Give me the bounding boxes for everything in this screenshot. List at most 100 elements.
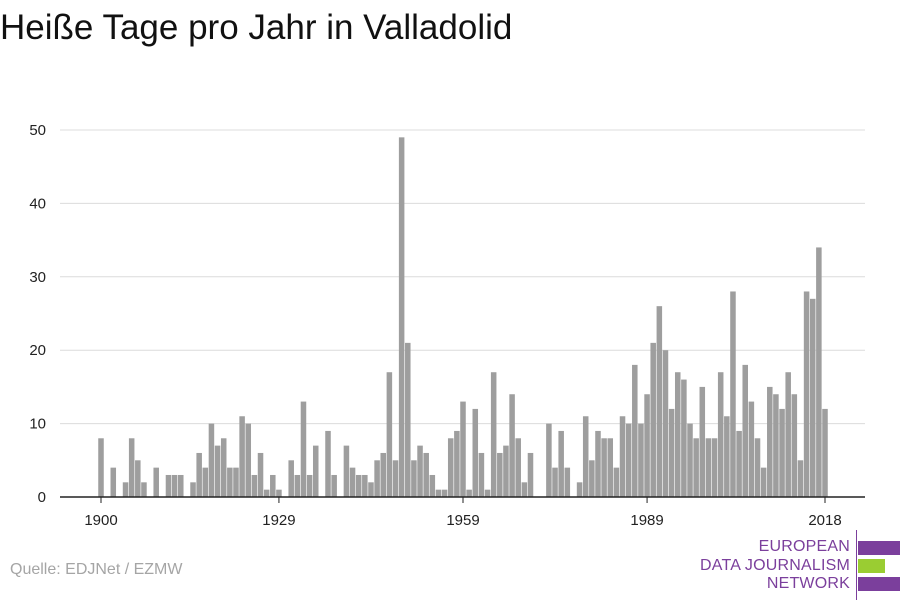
- bar: [239, 416, 245, 497]
- bar: [208, 423, 215, 497]
- bar: [791, 394, 798, 497]
- bar: [558, 430, 564, 497]
- bar: [527, 452, 534, 497]
- bar: [135, 460, 141, 497]
- y-tick-label: 50: [29, 122, 46, 139]
- x-tick-label: 1929: [262, 512, 295, 529]
- bar: [576, 482, 583, 497]
- bar: [214, 445, 221, 497]
- bar: [589, 460, 595, 497]
- bar: [521, 482, 528, 497]
- bar: [398, 137, 405, 497]
- bar: [98, 438, 104, 497]
- y-tick-label: 20: [29, 342, 46, 359]
- bar: [724, 416, 730, 497]
- bar: [503, 445, 509, 497]
- bar: [343, 445, 350, 497]
- bar: [607, 438, 614, 497]
- bar: [380, 452, 386, 497]
- bar: [767, 386, 773, 497]
- y-tick-label: 0: [38, 489, 46, 506]
- bar: [423, 452, 429, 497]
- bar: [233, 467, 239, 497]
- bar: [325, 430, 331, 497]
- bar: [245, 423, 252, 497]
- bar: [619, 416, 626, 497]
- bar: [748, 401, 755, 497]
- bar: [497, 452, 503, 497]
- bar: [165, 474, 172, 497]
- x-axis: 1900 1929 1959 1989 2018: [84, 497, 842, 529]
- bar: [730, 291, 736, 497]
- bar: [417, 445, 423, 497]
- bar: [656, 306, 663, 497]
- bar: [754, 438, 761, 497]
- bar: [110, 467, 117, 497]
- bar: [288, 460, 294, 497]
- bar: [601, 438, 607, 497]
- bar: [736, 430, 742, 497]
- x-tick-label: 1989: [630, 512, 663, 529]
- chart-title: Heiße Tage pro Jahr in Valladolid: [0, 8, 513, 47]
- bar: [674, 372, 681, 497]
- edjnet-logo: EUROPEAN DATA JOURNALISM NETWORK: [700, 530, 900, 600]
- bar: [374, 460, 380, 497]
- bar: [809, 298, 816, 497]
- bar: [220, 438, 227, 497]
- bar: [153, 467, 159, 497]
- bar: [447, 438, 454, 497]
- bar: [178, 474, 184, 497]
- bar: [693, 438, 699, 497]
- bar: [509, 394, 515, 497]
- logo-bar-3: [858, 577, 900, 591]
- bar: [349, 467, 356, 497]
- bar: [472, 408, 479, 497]
- bar: [429, 474, 436, 497]
- bar: [803, 291, 810, 497]
- bar: [368, 482, 374, 497]
- bar: [141, 482, 147, 497]
- logo-separator: [856, 530, 857, 600]
- bar: [773, 394, 779, 497]
- bar: [797, 460, 804, 497]
- bar: [490, 372, 497, 497]
- y-tick-label: 40: [29, 195, 46, 212]
- bar: [435, 489, 442, 497]
- logo-bar-2: [858, 559, 885, 573]
- bar: [466, 489, 472, 497]
- bar: [411, 460, 417, 497]
- bar: [779, 408, 785, 497]
- bar: [662, 350, 669, 497]
- bar: [687, 423, 693, 497]
- bar: [454, 430, 460, 497]
- bar: [227, 467, 233, 497]
- bar: [705, 438, 712, 497]
- bar: [478, 452, 485, 497]
- bar: [392, 460, 399, 497]
- bar: [331, 474, 337, 497]
- bars: [98, 137, 828, 497]
- bar: [312, 445, 319, 497]
- bar: [355, 474, 362, 497]
- x-tick-label: 1900: [84, 512, 117, 529]
- y-axis: 0 10 20 30 40 50: [29, 122, 46, 506]
- bar: [251, 474, 258, 497]
- logo-line-3: NETWORK: [766, 575, 850, 592]
- bar: [294, 474, 301, 497]
- bar: [546, 423, 552, 497]
- bar: [362, 474, 368, 497]
- bar: [190, 482, 196, 497]
- bar: [122, 482, 129, 497]
- bar: [484, 489, 491, 497]
- bar: [405, 342, 411, 497]
- bar: [257, 452, 264, 497]
- source-note: Quelle: EDJNet / EZMW: [10, 561, 183, 578]
- bar: [668, 408, 675, 497]
- bar: [300, 401, 307, 497]
- bar: [785, 372, 791, 497]
- bar: [386, 372, 393, 497]
- bar: [276, 489, 282, 497]
- bar: [564, 467, 571, 497]
- bar: [638, 423, 644, 497]
- logo-line-1: EUROPEAN: [758, 538, 850, 555]
